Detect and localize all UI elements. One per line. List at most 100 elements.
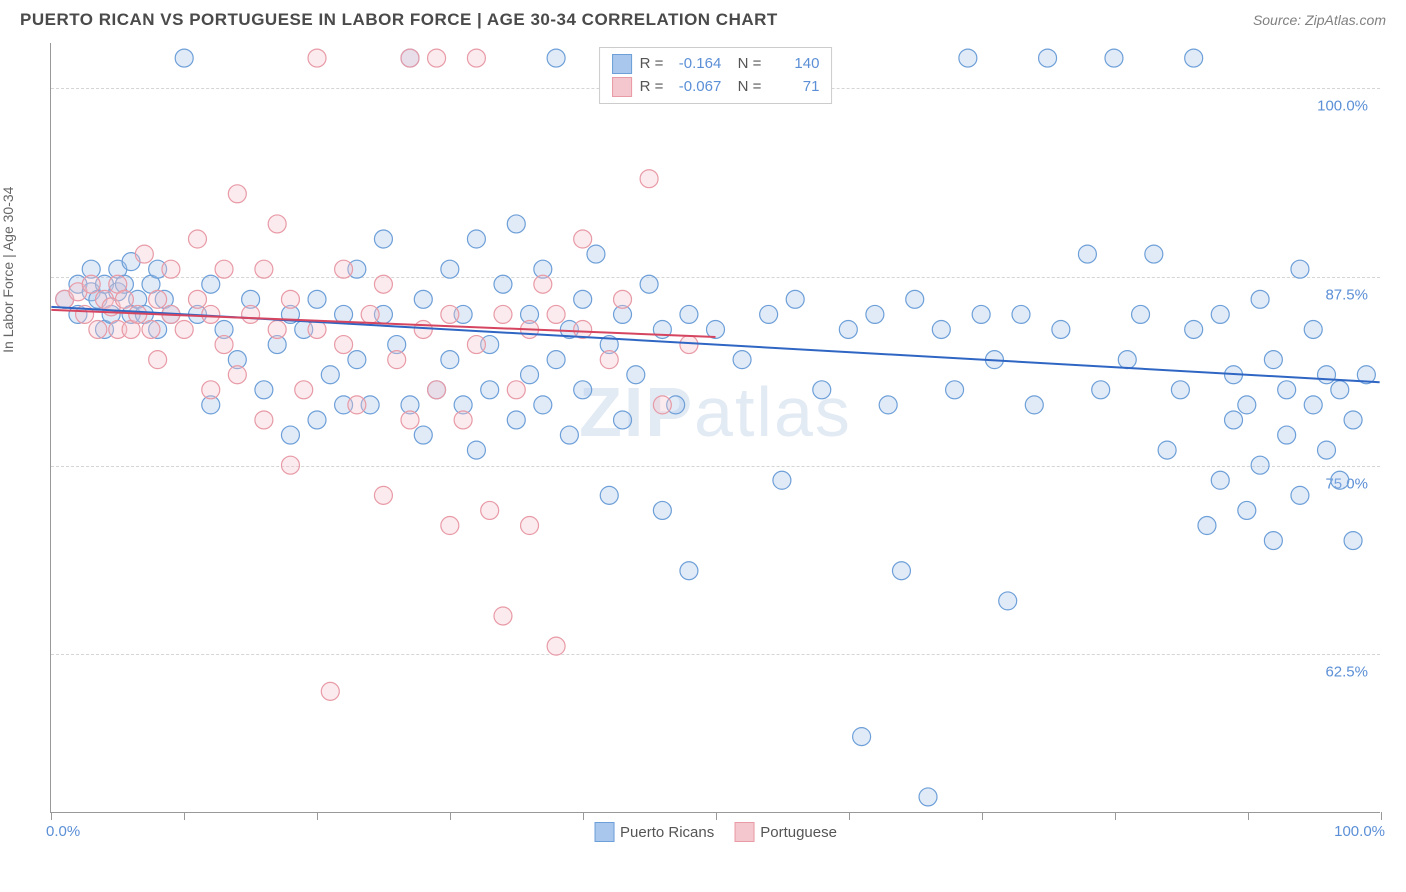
legend-series-item: Puerto Ricans xyxy=(594,822,714,842)
x-tick xyxy=(716,812,717,820)
data-point xyxy=(574,290,592,308)
data-point xyxy=(1211,471,1229,489)
data-point xyxy=(1185,49,1203,67)
x-tick xyxy=(849,812,850,820)
data-point xyxy=(1092,381,1110,399)
data-point xyxy=(1251,456,1269,474)
data-point xyxy=(1264,532,1282,550)
data-point xyxy=(587,245,605,263)
data-point xyxy=(255,411,273,429)
legend-series-name: Portuguese xyxy=(760,824,837,841)
data-point xyxy=(228,185,246,203)
data-point xyxy=(308,411,326,429)
data-point xyxy=(640,170,658,188)
x-min-label: 0.0% xyxy=(46,823,80,840)
x-tick xyxy=(1248,812,1249,820)
data-point xyxy=(454,411,472,429)
data-point xyxy=(614,411,632,429)
data-point xyxy=(115,290,133,308)
data-point xyxy=(1264,351,1282,369)
data-point xyxy=(813,381,831,399)
data-point xyxy=(839,321,857,339)
data-point xyxy=(255,381,273,399)
x-tick xyxy=(317,812,318,820)
data-point xyxy=(255,260,273,278)
data-point xyxy=(640,275,658,293)
data-point xyxy=(773,471,791,489)
x-tick xyxy=(583,812,584,820)
data-point xyxy=(1238,396,1256,414)
data-point xyxy=(786,290,804,308)
data-point xyxy=(308,49,326,67)
data-point xyxy=(879,396,897,414)
data-point xyxy=(866,305,884,323)
data-point xyxy=(188,230,206,248)
data-point xyxy=(335,336,353,354)
data-point xyxy=(547,637,565,655)
data-point xyxy=(507,381,525,399)
data-point xyxy=(1318,366,1336,384)
data-point xyxy=(202,305,220,323)
data-point xyxy=(1118,351,1136,369)
data-point xyxy=(1344,411,1362,429)
data-point xyxy=(1198,517,1216,535)
data-point xyxy=(892,562,910,580)
x-tick xyxy=(1381,812,1382,820)
data-point xyxy=(906,290,924,308)
legend-series-name: Puerto Ricans xyxy=(620,824,714,841)
data-point xyxy=(853,728,871,746)
correlation-legend: R = -0.164 N = 140 R = -0.067 N = 71 xyxy=(599,47,833,104)
data-point xyxy=(1132,305,1150,323)
data-point xyxy=(188,290,206,308)
data-point xyxy=(268,215,286,233)
data-point xyxy=(401,49,419,67)
data-point xyxy=(600,351,618,369)
data-point xyxy=(1331,381,1349,399)
data-point xyxy=(494,275,512,293)
data-point xyxy=(414,426,432,444)
data-point xyxy=(521,517,539,535)
data-point xyxy=(361,305,379,323)
data-point xyxy=(149,290,167,308)
data-point xyxy=(1291,486,1309,504)
legend-swatch xyxy=(734,822,754,842)
data-point xyxy=(1278,426,1296,444)
source-attribution: Source: ZipAtlas.com xyxy=(1253,12,1386,28)
data-point xyxy=(441,260,459,278)
data-point xyxy=(281,456,299,474)
data-point xyxy=(308,290,326,308)
data-point xyxy=(175,321,193,339)
data-point xyxy=(281,290,299,308)
data-point xyxy=(215,336,233,354)
data-point xyxy=(534,396,552,414)
data-point xyxy=(374,275,392,293)
data-point xyxy=(441,305,459,323)
data-point xyxy=(162,260,180,278)
data-point xyxy=(1331,471,1349,489)
data-point xyxy=(281,426,299,444)
data-point xyxy=(1304,321,1322,339)
data-point xyxy=(547,49,565,67)
data-point xyxy=(481,501,499,519)
chart-title: PUERTO RICAN VS PORTUGUESE IN LABOR FORC… xyxy=(20,10,778,30)
legend-row: R = -0.067 N = 71 xyxy=(612,76,820,99)
data-point xyxy=(733,351,751,369)
data-point xyxy=(1291,260,1309,278)
data-point xyxy=(1158,441,1176,459)
data-point xyxy=(932,321,950,339)
data-point xyxy=(494,607,512,625)
plot-area: ZIPatlas R = -0.164 N = 140 R = -0.067 N… xyxy=(50,43,1380,813)
data-point xyxy=(1304,396,1322,414)
legend-swatch xyxy=(594,822,614,842)
x-max-label: 100.0% xyxy=(1334,823,1385,840)
data-point xyxy=(614,290,632,308)
x-tick xyxy=(982,812,983,820)
data-point xyxy=(82,275,100,293)
x-tick xyxy=(450,812,451,820)
data-point xyxy=(946,381,964,399)
data-point xyxy=(1025,396,1043,414)
data-point xyxy=(441,351,459,369)
data-point xyxy=(534,275,552,293)
data-point xyxy=(401,411,419,429)
data-point xyxy=(268,321,286,339)
